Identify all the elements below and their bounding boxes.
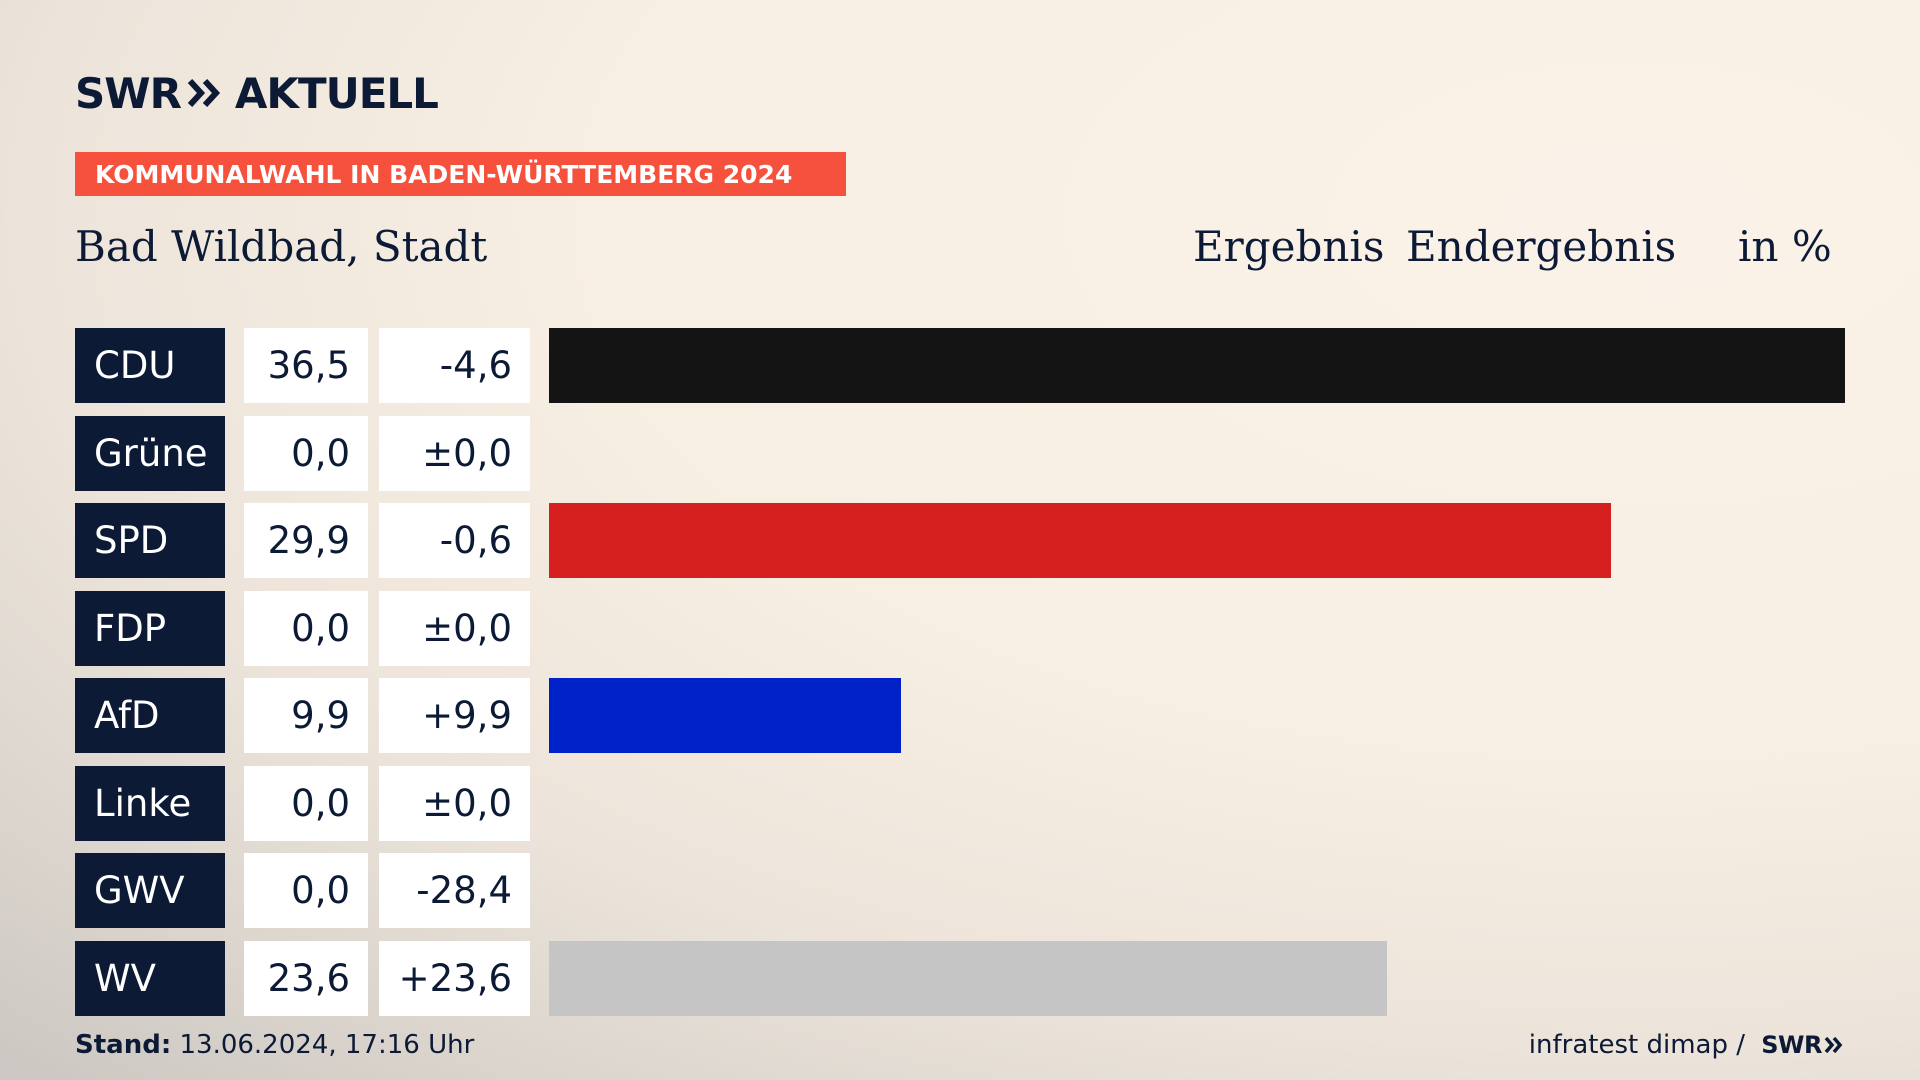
party-label: SPD bbox=[75, 503, 225, 578]
change-value: +23,6 bbox=[379, 940, 530, 1016]
result-value: 23,6 bbox=[244, 940, 368, 1016]
party-label: GWV bbox=[75, 853, 225, 928]
result-value: 0,0 bbox=[244, 765, 368, 841]
change-value: ±0,0 bbox=[379, 590, 530, 666]
logo-swr-text: SWR bbox=[75, 68, 182, 118]
result-value: 36,5 bbox=[244, 328, 368, 403]
result-value: 29,9 bbox=[244, 503, 368, 578]
region-title: Bad Wildbad, Stadt bbox=[75, 222, 488, 271]
election-banner: KOMMUNALWAHL IN BADEN-WÜRTTEMBERG 2024 bbox=[75, 152, 846, 196]
party-label: FDP bbox=[75, 590, 225, 666]
result-value: 9,9 bbox=[244, 678, 368, 753]
result-value: 0,0 bbox=[244, 590, 368, 666]
result-bar bbox=[549, 503, 1611, 578]
change-value: -4,6 bbox=[379, 328, 530, 403]
footer-chevron-icon bbox=[1824, 1036, 1843, 1054]
timestamp-value: 13.06.2024, 17:16 Uhr bbox=[179, 1030, 475, 1060]
swr-aktuell-logo: SWR AKTUELL bbox=[75, 68, 439, 118]
timestamp: Stand: 13.06.2024, 17:16 Uhr bbox=[75, 1030, 474, 1060]
result-bar bbox=[549, 328, 1845, 403]
column-header-unit: in % bbox=[1738, 222, 1832, 271]
party-label: WV bbox=[75, 940, 225, 1016]
change-value: ±0,0 bbox=[379, 415, 530, 491]
double-chevron-icon bbox=[187, 78, 220, 108]
logo-aktuell-text: AKTUELL bbox=[234, 68, 439, 118]
change-value: +9,9 bbox=[379, 678, 530, 753]
column-header-result: Ergebnis bbox=[1193, 222, 1385, 271]
result-bar bbox=[549, 940, 1387, 1016]
party-label: CDU bbox=[75, 328, 225, 403]
party-label: Grüne bbox=[75, 415, 225, 491]
footer-swr-logo: SWR bbox=[1761, 1031, 1822, 1059]
party-label: Linke bbox=[75, 765, 225, 841]
source-text: infratest dimap / bbox=[1528, 1030, 1754, 1060]
change-value: -0,6 bbox=[379, 503, 530, 578]
change-value: ±0,0 bbox=[379, 765, 530, 841]
result-bar bbox=[549, 678, 901, 753]
column-header-status: Endergebnis bbox=[1406, 222, 1677, 271]
result-value: 0,0 bbox=[244, 853, 368, 928]
timestamp-label: Stand: bbox=[75, 1030, 172, 1060]
party-label: AfD bbox=[75, 678, 225, 753]
change-value: -28,4 bbox=[379, 853, 530, 928]
source-credit: infratest dimap / SWR bbox=[1529, 1030, 1844, 1060]
result-value: 0,0 bbox=[244, 415, 368, 491]
